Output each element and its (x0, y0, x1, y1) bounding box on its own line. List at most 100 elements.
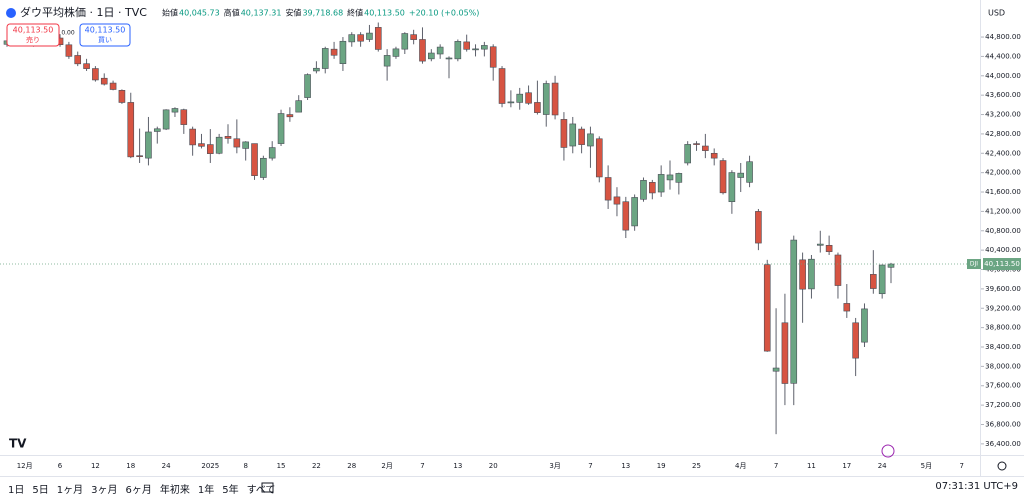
candle-body (286, 114, 294, 118)
y-tick-label: 43,600.00 (985, 91, 1021, 99)
x-tick-label: 8 (243, 462, 247, 470)
candle-body (542, 83, 550, 115)
candle-body (799, 259, 806, 290)
candle-body (834, 254, 842, 286)
y-tick-label: 39,200.00 (985, 304, 1021, 312)
y-tick-label: 44,000.00 (985, 72, 1021, 80)
candle-body (171, 108, 179, 113)
candle-body (640, 180, 647, 200)
x-tick-label: 18 (126, 462, 135, 470)
range-button[interactable]: 1ヶ月 (56, 485, 84, 496)
x-tick-label: 7 (588, 462, 592, 470)
candle-body (454, 41, 462, 60)
candle-body (737, 172, 745, 178)
sell-button[interactable] (6, 23, 60, 47)
candle-body (595, 138, 603, 178)
currency[interactable]: USD (988, 9, 1005, 18)
candle-body (153, 128, 161, 132)
candle-body (728, 172, 736, 203)
legend-label: 高値 (224, 8, 240, 18)
candle-body (392, 48, 400, 57)
candle-body (790, 239, 798, 384)
candle-body (260, 157, 267, 178)
candle-body (507, 101, 515, 104)
y-tick-label: 38,400.00 (985, 343, 1021, 351)
candle-body (587, 133, 594, 147)
title: ダウ平均株価 · 1日 · TVC (20, 5, 147, 19)
candle-body (92, 68, 99, 81)
x-tick-label: 25 (692, 462, 701, 470)
candle-body (83, 63, 90, 69)
event-icon[interactable] (881, 444, 895, 458)
x-tick-label: 5月 (921, 462, 932, 470)
range-button[interactable]: 年初来 (159, 485, 190, 496)
legend-value: 40,045.73 (179, 9, 220, 18)
legend-label: 終値 (347, 8, 363, 18)
x-tick-label: 7 (774, 462, 778, 470)
x-tick-label: 6 (58, 462, 63, 470)
y-tick-label: 41,200.00 (985, 207, 1021, 215)
range-button[interactable]: 5日 (32, 485, 49, 496)
buy-button[interactable] (79, 23, 131, 47)
candle-body (525, 92, 532, 104)
candle-body (808, 258, 815, 290)
x-tick-label: 20 (489, 462, 498, 470)
candle-body (693, 143, 700, 145)
candle-body (207, 144, 214, 154)
range-button[interactable]: 1日 (8, 485, 25, 496)
candle-body (145, 131, 152, 159)
x-tick-label: 2月 (381, 462, 392, 470)
y-tick-label: 37,200.00 (985, 401, 1021, 409)
date-range-icon[interactable] (261, 482, 274, 493)
y-tick-label: 42,400.00 (985, 149, 1021, 157)
candle-body (162, 109, 170, 130)
candle-body (445, 57, 453, 60)
candle-body (268, 147, 276, 159)
range-button[interactable]: 6ヶ月 (125, 485, 152, 496)
candle-body (852, 322, 859, 359)
range-button[interactable]: 1年 (197, 485, 215, 496)
tv-logo[interactable]: TV (9, 437, 27, 451)
x-tick-label: 28 (347, 462, 356, 470)
legend-value: 39,718.68 (302, 9, 343, 18)
x-tick-label: 11 (807, 462, 816, 470)
candle-body (100, 77, 108, 85)
candle-body (180, 109, 188, 125)
settings-icon[interactable] (997, 461, 1007, 471)
range-button[interactable]: 3ヶ月 (91, 485, 118, 496)
y-tick-label: 41,600.00 (985, 188, 1021, 196)
candle-body (702, 145, 709, 151)
change: +20.10 (+0.05%) (409, 9, 480, 18)
candle-body (242, 141, 249, 149)
candle-body (578, 128, 585, 145)
candle-body (498, 68, 506, 104)
range-button[interactable]: すべて (246, 485, 276, 496)
y-tick-label: 39,600.00 (985, 285, 1021, 293)
x-tick-label: 13 (621, 462, 630, 470)
x-tick-label: 13 (453, 462, 462, 470)
candle-body (755, 211, 762, 244)
range-button[interactable]: 5年 (222, 485, 239, 496)
candle-body (357, 34, 364, 42)
x-tick-label: 2025 (201, 462, 219, 470)
candle-body (419, 39, 426, 62)
y-tick-label: 40,400.00 (985, 246, 1021, 254)
candle-body (481, 45, 488, 50)
candle-body (330, 48, 338, 56)
candle-body (436, 46, 444, 55)
candle-body (772, 367, 780, 372)
candle-body (861, 308, 868, 343)
candle-body (383, 55, 391, 67)
candle-body (569, 123, 577, 147)
candle-body (348, 34, 356, 43)
candle-body (65, 44, 73, 57)
candle-body (198, 143, 205, 147)
spread: 0.00 (61, 30, 75, 37)
candle-body (339, 40, 347, 64)
candle-body (118, 90, 126, 103)
candle-body (657, 174, 665, 193)
candle-body (313, 67, 320, 72)
candle-body (215, 136, 223, 154)
y-tick-label: 36,800.00 (985, 420, 1021, 428)
